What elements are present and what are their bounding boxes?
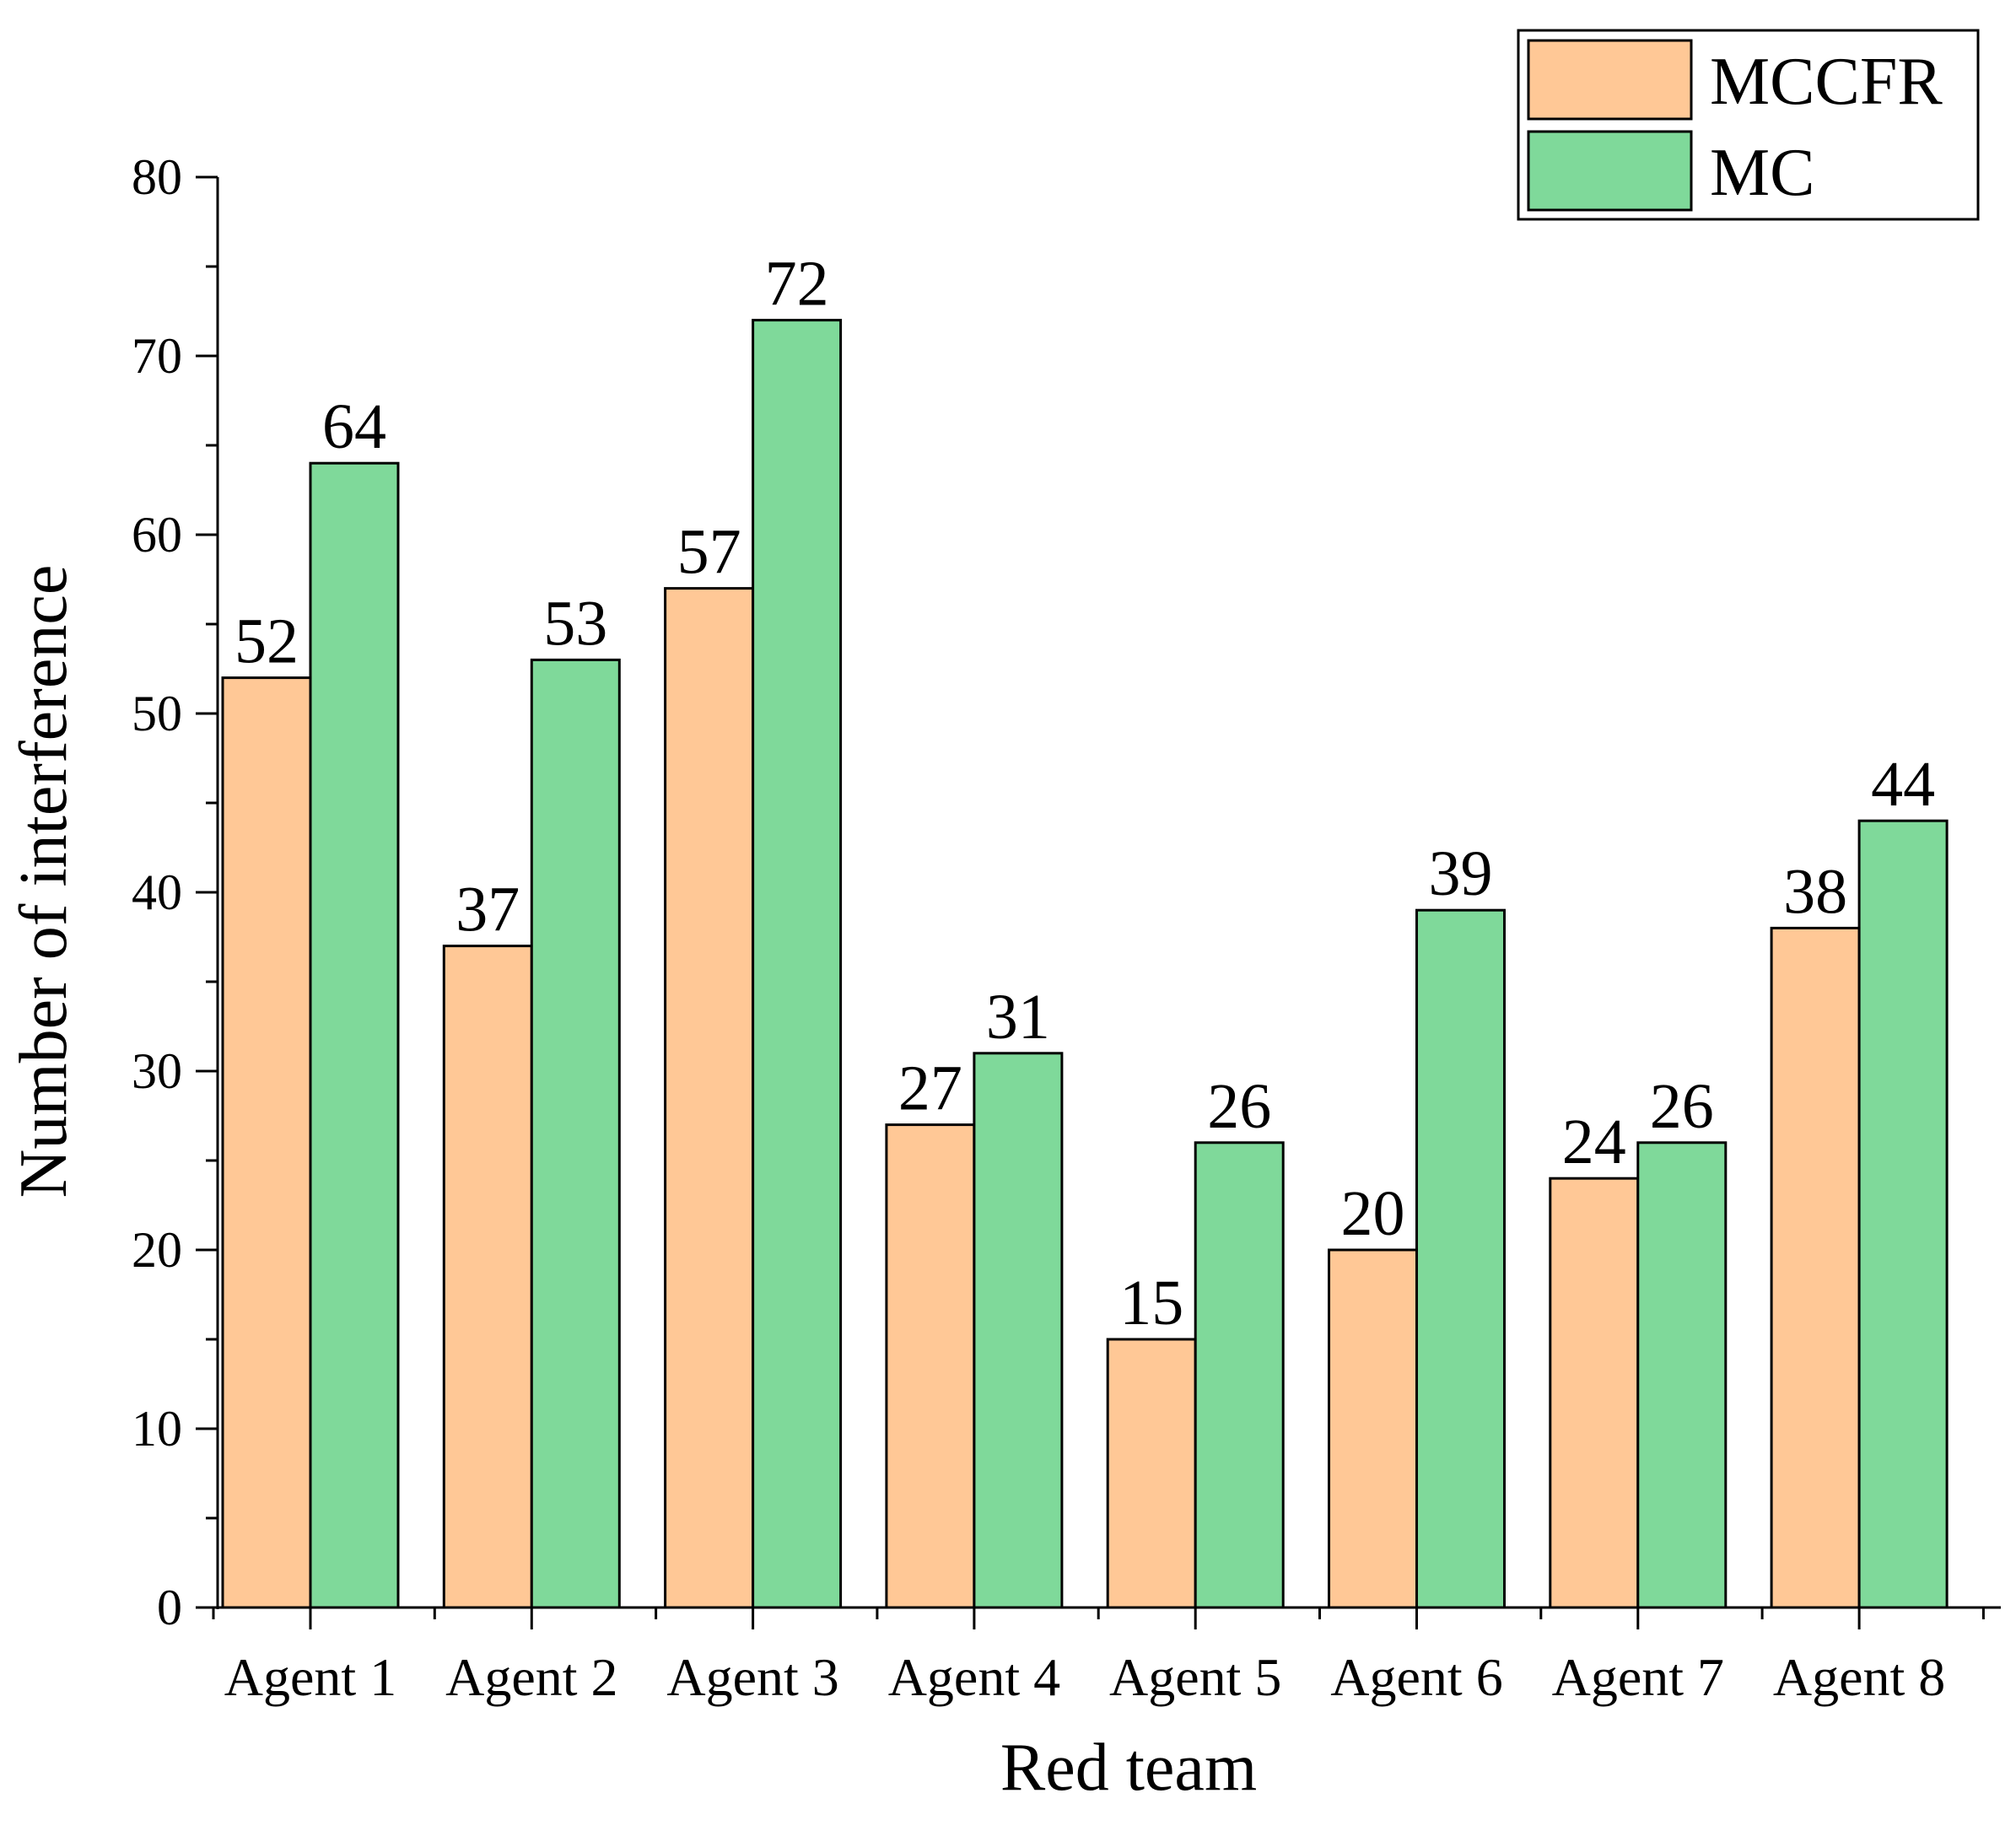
value-label-mc-agent-7: 26: [1650, 1071, 1714, 1142]
bar-mc-agent-3: [752, 319, 843, 1609]
x-tick-label-agent-7: Agent 7: [1552, 1647, 1724, 1707]
value-label-mccfr-agent-8: 38: [1783, 856, 1847, 927]
value-label-mc-agent-5: 26: [1207, 1071, 1271, 1142]
bar-mccfr-agent-5: [1106, 1338, 1197, 1609]
bar-mc-agent-5: [1194, 1141, 1285, 1609]
value-label-mc-agent-6: 39: [1429, 838, 1493, 909]
value-label-mccfr-agent-3: 57: [677, 517, 741, 588]
legend-swatch-mc: [1527, 130, 1693, 212]
value-labels-layer: 52 64 37 53 57 72 27 31 15 26 20 39 24 26 38 44: [234, 249, 1935, 1338]
y-tick-label-30: 30: [132, 1043, 182, 1099]
bar-mc-agent-4: [973, 1052, 1064, 1609]
bar-mccfr-agent-4: [885, 1123, 976, 1609]
bar-mccfr-agent-3: [664, 587, 755, 1609]
bar-mc-agent-8: [1857, 819, 1949, 1609]
x-tick-label-agent-2: Agent 2: [445, 1647, 617, 1707]
x-tick-label-agent-1: Agent 1: [224, 1647, 396, 1707]
bar-mccfr-agent-7: [1549, 1177, 1640, 1609]
x-tick-label-agent-8: Agent 8: [1773, 1647, 1945, 1707]
x-tick-label-agent-3: Agent 3: [666, 1647, 838, 1707]
y-tick-label-0: 0: [157, 1580, 182, 1635]
value-label-mccfr-agent-2: 37: [455, 875, 520, 945]
y-tick-label-10: 10: [132, 1401, 182, 1457]
y-tick-label-50: 50: [132, 686, 182, 741]
legend-swatch-mccfr: [1527, 39, 1693, 121]
value-label-mccfr-agent-7: 24: [1562, 1107, 1626, 1177]
legend-label-mccfr: MCCFR: [1710, 45, 1943, 119]
bars-layer: [221, 319, 1949, 1609]
value-label-mccfr-agent-5: 15: [1119, 1268, 1183, 1338]
value-label-mc-agent-2: 53: [543, 588, 607, 659]
value-label-mccfr-agent-1: 52: [234, 606, 299, 677]
value-label-mc-agent-4: 31: [986, 982, 1050, 1053]
bar-mc-agent-1: [309, 461, 400, 1609]
legend-label-mc: MC: [1710, 136, 1815, 210]
axes-layer: 0 10 20 30 40 50 60 70 80 Agent 1 Agent 2 Agent 3 Ag…: [132, 149, 2001, 1707]
x-tick-label-agent-5: Agent 5: [1109, 1647, 1281, 1707]
y-tick-label-40: 40: [132, 864, 182, 920]
value-label-mccfr-agent-4: 27: [898, 1053, 962, 1124]
bar-mccfr-agent-1: [221, 676, 312, 1609]
y-tick-label-20: 20: [132, 1222, 182, 1278]
value-label-mc-agent-1: 64: [322, 391, 386, 462]
y-tick-label-70: 70: [132, 328, 182, 384]
bar-mc-agent-2: [530, 658, 621, 1609]
bar-mc-agent-7: [1636, 1141, 1728, 1609]
y-tick-label-60: 60: [132, 507, 182, 563]
value-label-mc-agent-8: 44: [1871, 749, 1935, 820]
value-label-mc-agent-3: 72: [765, 249, 829, 320]
y-axis-title: Number of interference: [7, 565, 81, 1198]
bar-mccfr-agent-8: [1770, 926, 1861, 1609]
x-axis-title: Red team: [1000, 1731, 1257, 1805]
bar-mccfr-agent-2: [442, 945, 533, 1609]
bar-mccfr-agent-6: [1328, 1248, 1418, 1609]
x-tick-label-agent-4: Agent 4: [888, 1647, 1060, 1707]
bar-mc-agent-6: [1415, 908, 1506, 1609]
legend: MCCFR MC: [1517, 29, 1980, 221]
x-tick-label-agent-6: Agent 6: [1330, 1647, 1502, 1707]
value-label-mccfr-agent-6: 20: [1341, 1178, 1405, 1249]
y-tick-label-80: 80: [132, 149, 182, 205]
